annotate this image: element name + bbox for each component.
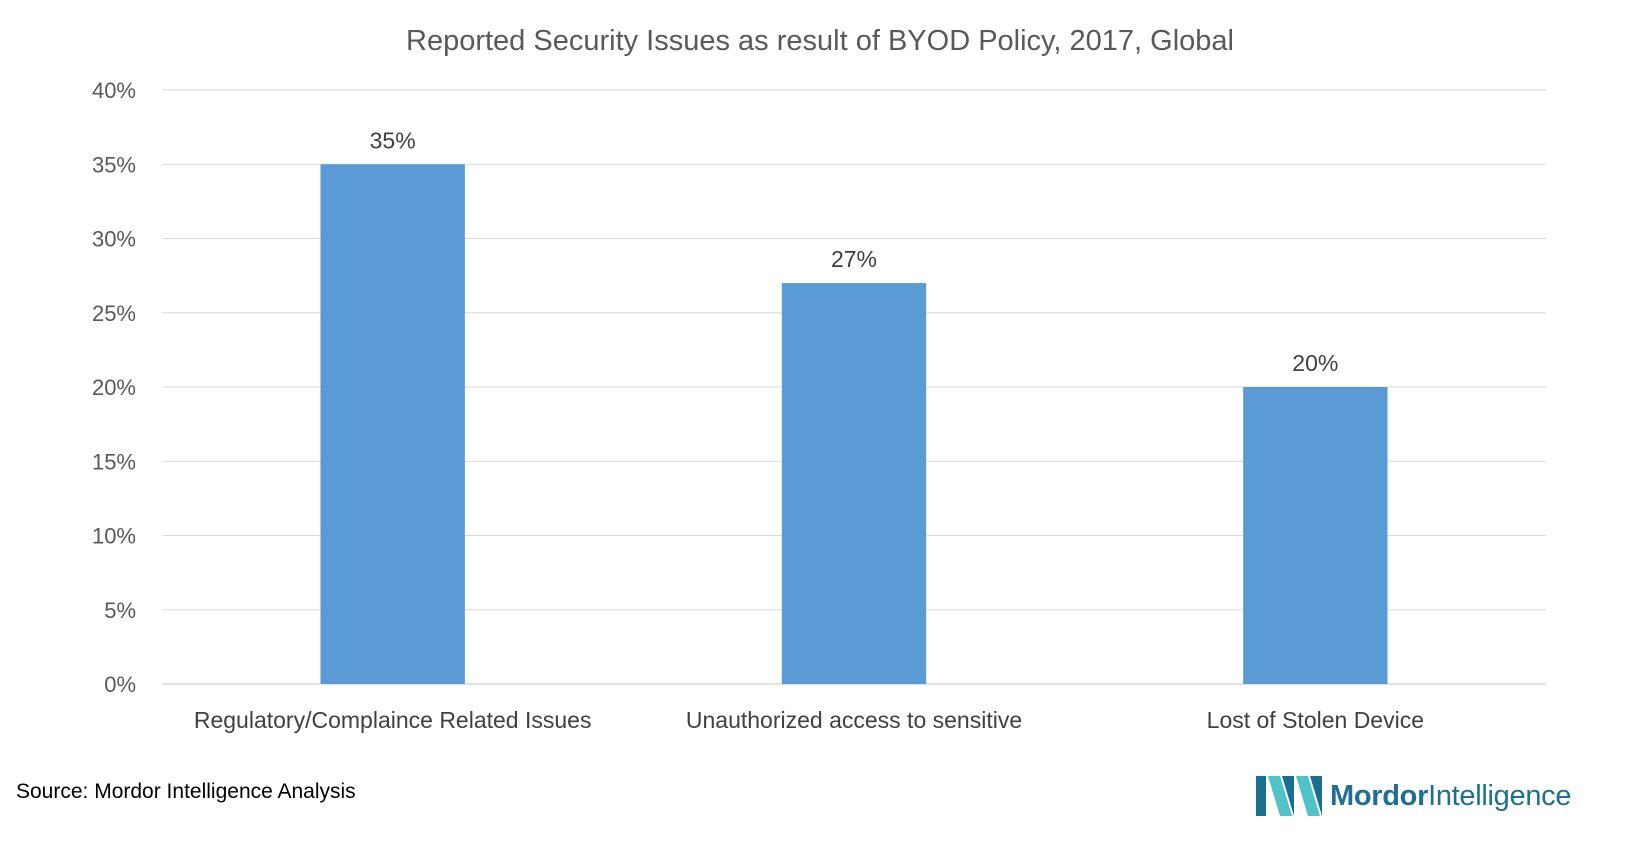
y-tick-label: 35% — [92, 152, 136, 177]
data-label: 35% — [370, 127, 416, 153]
data-label: 27% — [831, 246, 877, 272]
x-category-label: Unauthorized access to sensitive — [686, 707, 1022, 733]
x-axis-category-labels: Regulatory/Complaince Related Issues Unau… — [194, 707, 1424, 733]
y-tick-label: 5% — [104, 598, 136, 623]
logo-text: MordorIntelligence — [1330, 779, 1572, 813]
y-tick-label: 25% — [92, 301, 136, 326]
data-label: 20% — [1292, 350, 1338, 376]
bars — [320, 164, 1388, 684]
mordor-intelligence-logo-icon — [1256, 776, 1322, 816]
data-labels: 35% 27% 20% — [370, 127, 1339, 376]
x-category-label: Regulatory/Complaince Related Issues — [194, 707, 592, 733]
y-tick-label: 0% — [104, 672, 136, 697]
bar — [781, 283, 927, 684]
x-category-label: Lost of Stolen Device — [1207, 707, 1424, 733]
logo-brand-bold: Mordor — [1330, 779, 1429, 812]
chart-title: Reported Security Issues as result of BY… — [406, 25, 1234, 57]
y-tick-label: 40% — [92, 78, 136, 103]
logo-brand-light: Intelligence — [1428, 779, 1572, 812]
source-note: Source: Mordor Intelligence Analysis — [16, 780, 356, 803]
y-tick-label: 10% — [92, 524, 136, 549]
mordor-intelligence-logo: MordorIntelligence — [1256, 774, 1572, 818]
bar — [1243, 387, 1388, 684]
y-tick-label: 30% — [92, 227, 136, 252]
y-tick-label: 20% — [92, 375, 136, 400]
y-tick-label: 15% — [92, 449, 136, 474]
y-axis-tick-labels: 0% 5% 10% 15% 20% 25% 30% 35% 40% — [92, 78, 136, 697]
bar — [320, 164, 465, 684]
